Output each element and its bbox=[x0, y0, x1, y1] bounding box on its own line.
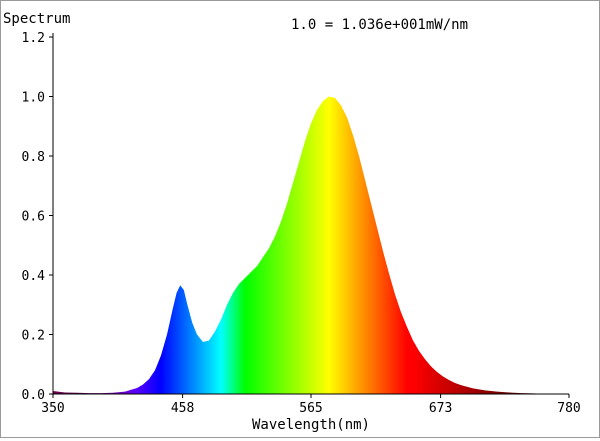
y-axis-ticks: 0.0 0.2 0.4 0.6 0.8 1.0 1.2 bbox=[22, 31, 53, 403]
y-tick-label: 0.6 bbox=[22, 210, 45, 225]
x-axis-ticks: 350 458 565 673 780 bbox=[41, 394, 581, 416]
chart-title: Spectrum bbox=[3, 11, 70, 27]
y-tick-label: 0.2 bbox=[22, 329, 45, 344]
scale-note: 1.0 = 1.036e+001mW/nm bbox=[291, 17, 468, 33]
x-tick-label: 673 bbox=[429, 401, 452, 416]
x-axis-label: Wavelength(nm) bbox=[252, 417, 370, 433]
y-tick-label: 0.0 bbox=[22, 388, 45, 403]
x-tick-label: 458 bbox=[171, 401, 194, 416]
x-tick-label: 780 bbox=[557, 401, 580, 416]
y-tick-label: 0.4 bbox=[22, 269, 46, 284]
x-tick-label: 350 bbox=[41, 401, 64, 416]
spectrum-fill bbox=[53, 96, 569, 394]
y-tick-label: 0.8 bbox=[22, 150, 45, 165]
x-tick-label: 565 bbox=[299, 401, 322, 416]
y-tick-label: 1.0 bbox=[22, 91, 45, 106]
y-tick-label: 1.2 bbox=[22, 31, 45, 46]
